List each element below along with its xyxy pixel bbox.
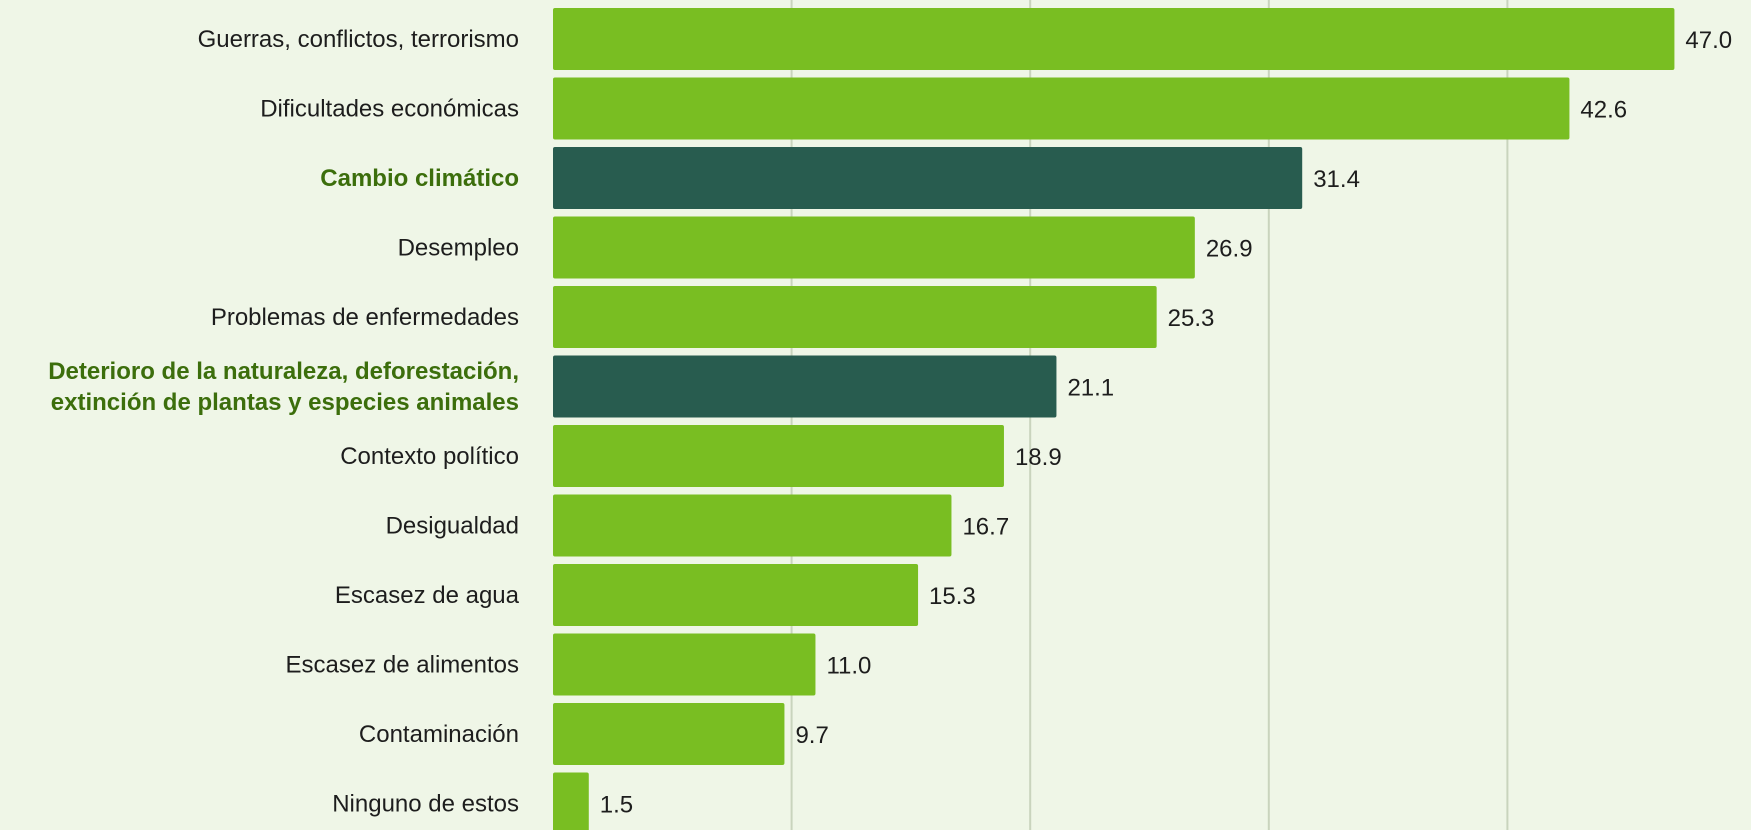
bar — [553, 633, 816, 696]
category-label: Desempleo — [398, 235, 519, 262]
category-label-line: Deterioro de la naturaleza, deforestació… — [48, 358, 519, 385]
bar-highlighted — [553, 147, 1303, 209]
value-label: 9.7 — [795, 722, 828, 749]
category-label-line: Guerras, conflictos, terrorismo — [198, 26, 519, 53]
bar — [553, 703, 785, 765]
category-label: Escasez de agua — [335, 582, 520, 609]
category-label: Cambio climático — [320, 165, 519, 192]
value-label: 25.3 — [1168, 305, 1215, 332]
value-label: 11.0 — [826, 653, 871, 680]
category-label-line: Contexto político — [340, 443, 519, 470]
category-label: Escasez de alimentos — [286, 652, 519, 679]
category-label-line: Cambio climático — [320, 165, 519, 192]
category-label: Dificultades económicas — [260, 96, 519, 123]
bar-highlighted — [553, 355, 1057, 418]
value-label: 1.5 — [600, 792, 633, 819]
category-label-line: Problemas de enfermedades — [211, 304, 519, 331]
value-label: 26.9 — [1206, 236, 1253, 263]
bar — [553, 286, 1157, 348]
bar — [553, 77, 1570, 140]
category-label: Guerras, conflictos, terrorismo — [198, 26, 519, 53]
category-label-line: Escasez de agua — [335, 582, 520, 609]
category-label-line: Contaminación — [359, 721, 519, 748]
bar — [553, 216, 1195, 279]
category-label: Problemas de enfermedades — [211, 304, 519, 331]
bar — [553, 425, 1004, 487]
category-label-line: Dificultades económicas — [260, 96, 519, 123]
bar — [553, 772, 589, 830]
category-label: Ninguno de estos — [332, 791, 519, 818]
category-label: Contexto político — [340, 443, 519, 470]
value-label: 16.7 — [962, 514, 1009, 541]
bar — [553, 564, 919, 626]
category-label-line: Ninguno de estos — [332, 791, 519, 818]
category-label: Desigualdad — [386, 513, 519, 540]
value-label: 18.9 — [1015, 444, 1062, 471]
value-label: 42.6 — [1580, 97, 1627, 124]
category-label-line: Escasez de alimentos — [286, 652, 519, 679]
value-label: 15.3 — [929, 583, 976, 610]
category-label: Deterioro de la naturaleza, deforestació… — [48, 358, 519, 416]
value-label: 21.1 — [1067, 375, 1114, 402]
category-label-line: Desigualdad — [386, 513, 519, 540]
bar — [553, 494, 952, 557]
bar — [553, 8, 1675, 70]
category-label-line: extinción de plantas y especies animales — [51, 389, 519, 416]
value-label: 31.4 — [1313, 166, 1360, 193]
category-label: Contaminación — [359, 721, 519, 748]
value-label: 47.0 — [1685, 27, 1732, 54]
category-label-line: Desempleo — [398, 235, 519, 262]
